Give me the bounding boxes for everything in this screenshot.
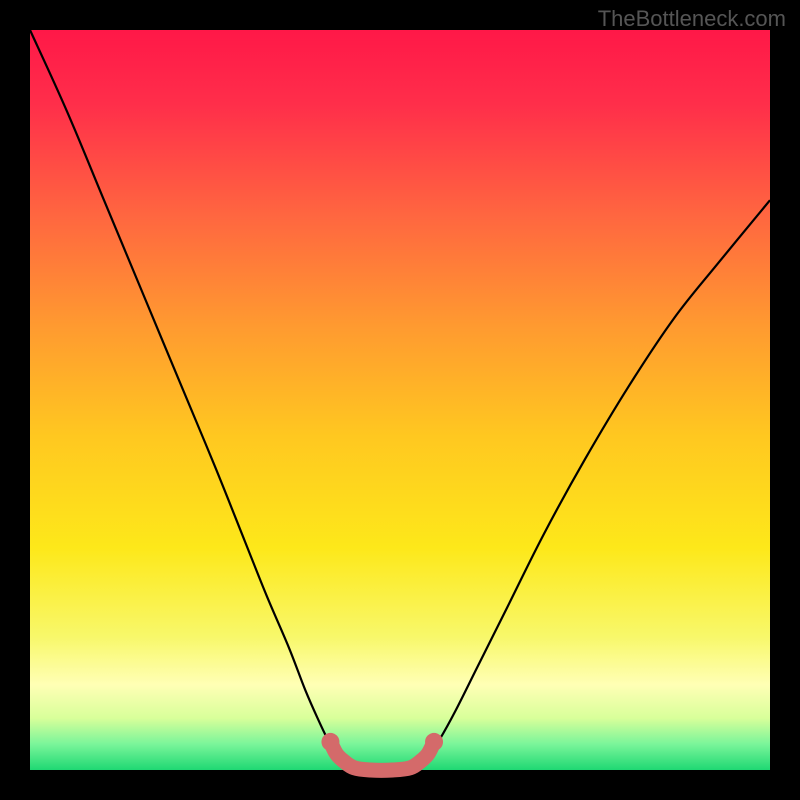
curve-right (422, 200, 770, 761)
chart-overlay-svg (30, 30, 770, 770)
valley-marker-dot (425, 733, 443, 751)
valley-marker-dot (321, 733, 339, 751)
valley-marker-path (330, 742, 434, 770)
chart-plot-area (30, 30, 770, 770)
valley-marker-group (321, 733, 443, 770)
watermark-text: TheBottleneck.com (598, 6, 786, 32)
curve-left (30, 30, 342, 761)
